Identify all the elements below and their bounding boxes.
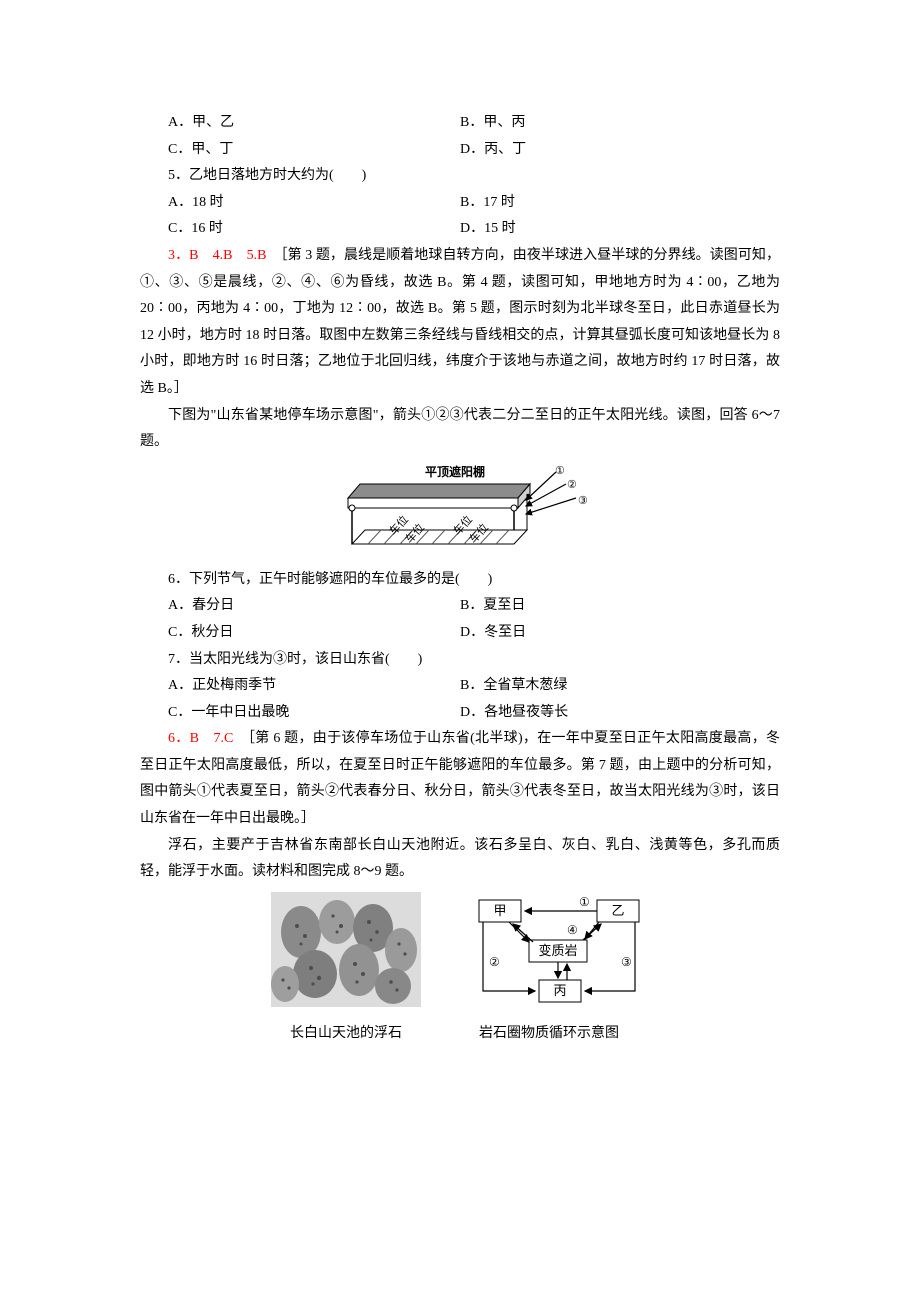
ray-label-3: ③ <box>578 495 588 507</box>
num-1: ① <box>579 895 590 909</box>
figure-rock-cycle: 甲 乙 变质岩 丙 ① ④ ② <box>449 892 649 1048</box>
q6-stem: 6．下列节气，正午时能够遮阳的车位最多的是( ) <box>140 567 780 594</box>
ans-67: 6．B 7.C ［第 6 题，由于该停车场位于山东省(北半球)，在一年中夏至日正… <box>140 726 780 832</box>
q7-stem: 7．当太阳光线为③时，该日山东省( ) <box>140 647 780 674</box>
caption-right: 岩石圈物质循环示意图 <box>449 1021 649 1048</box>
intro-67: 下图为"山东省某地停车场示意图"，箭头①②③代表二分二至日的正午太阳光线。读图，… <box>140 403 780 456</box>
option-b: B．甲、丙 <box>460 110 780 137</box>
q6-option-b: B．夏至日 <box>460 593 780 620</box>
option-d: D．丙、丁 <box>460 137 780 164</box>
page: A．甲、乙 B．甲、丙 C．甲、丁 D．丙、丁 5．乙地日落地方时大约为( ) … <box>0 0 920 1302</box>
q5-options-row-ab: A．18 时 B．17 时 <box>140 190 780 217</box>
num-2: ② <box>489 955 500 969</box>
q7-options-row-cd: C．一年中日出最晚 D．各地昼夜等长 <box>140 700 780 727</box>
q5-option-d: D．15 时 <box>460 216 780 243</box>
q7-option-d: D．各地昼夜等长 <box>460 700 780 727</box>
q7-options-row-ab: A．正处梅雨季节 B．全省草木葱绿 <box>140 673 780 700</box>
q6-options-row-cd: C．秋分日 D．冬至日 <box>140 620 780 647</box>
option-a: A．甲、乙 <box>140 110 460 137</box>
num-4: ④ <box>567 923 578 937</box>
q6-option-d: D．冬至日 <box>460 620 780 647</box>
ray-label-2: ② <box>567 479 577 491</box>
q6-option-c: C．秋分日 <box>140 620 460 647</box>
figure-parking: 平顶遮阳棚 <box>140 464 780 559</box>
roof-label: 平顶遮阳棚 <box>425 464 485 479</box>
caption-left: 长白山天池的浮石 <box>271 1021 421 1048</box>
q-prev-options-row-ab: A．甲、乙 B．甲、丙 <box>140 110 780 137</box>
box-yi: 乙 <box>611 903 624 918</box>
ans-345-body: ［第 3 题，晨线是顺着地球自转方向，由夜半球进入昼半球的分界线。读图可知，①、… <box>140 248 780 396</box>
ans-345: 3．B 4.B 5.B ［第 3 题，晨线是顺着地球自转方向，由夜半球进入昼半球… <box>140 243 780 403</box>
num-3: ③ <box>621 955 632 969</box>
q-prev-options-row-cd: C．甲、丁 D．丙、丁 <box>140 137 780 164</box>
q7-option-c: C．一年中日出最晚 <box>140 700 460 727</box>
q5-stem: 5．乙地日落地方时大约为( ) <box>140 163 780 190</box>
q7-option-a: A．正处梅雨季节 <box>140 673 460 700</box>
box-bian: 变质岩 <box>538 943 577 958</box>
q6-option-a: A．春分日 <box>140 593 460 620</box>
intro-89: 浮石，主要产于吉林省东南部长白山天池附近。该石多呈白、灰白、乳白、浅黄等色，多孔… <box>140 833 780 886</box>
box-jia: 甲 <box>493 903 506 918</box>
ans-67-key: 6．B 7.C <box>168 731 248 746</box>
q5-option-b: B．17 时 <box>460 190 780 217</box>
box-bing: 丙 <box>553 983 566 998</box>
figures-89: 长白山天池的浮石 甲 乙 变质岩 丙 <box>140 892 780 1048</box>
ans-345-key: 3．B 4.B 5.B <box>168 248 281 263</box>
ray-label-1: ① <box>555 465 565 477</box>
q5-option-a: A．18 时 <box>140 190 460 217</box>
q5-option-c: C．16 时 <box>140 216 460 243</box>
option-c: C．甲、丁 <box>140 137 460 164</box>
q6-options-row-ab: A．春分日 B．夏至日 <box>140 593 780 620</box>
q7-option-b: B．全省草木葱绿 <box>460 673 780 700</box>
figure-pumice: 长白山天池的浮石 <box>271 892 421 1048</box>
q5-options-row-cd: C．16 时 D．15 时 <box>140 216 780 243</box>
